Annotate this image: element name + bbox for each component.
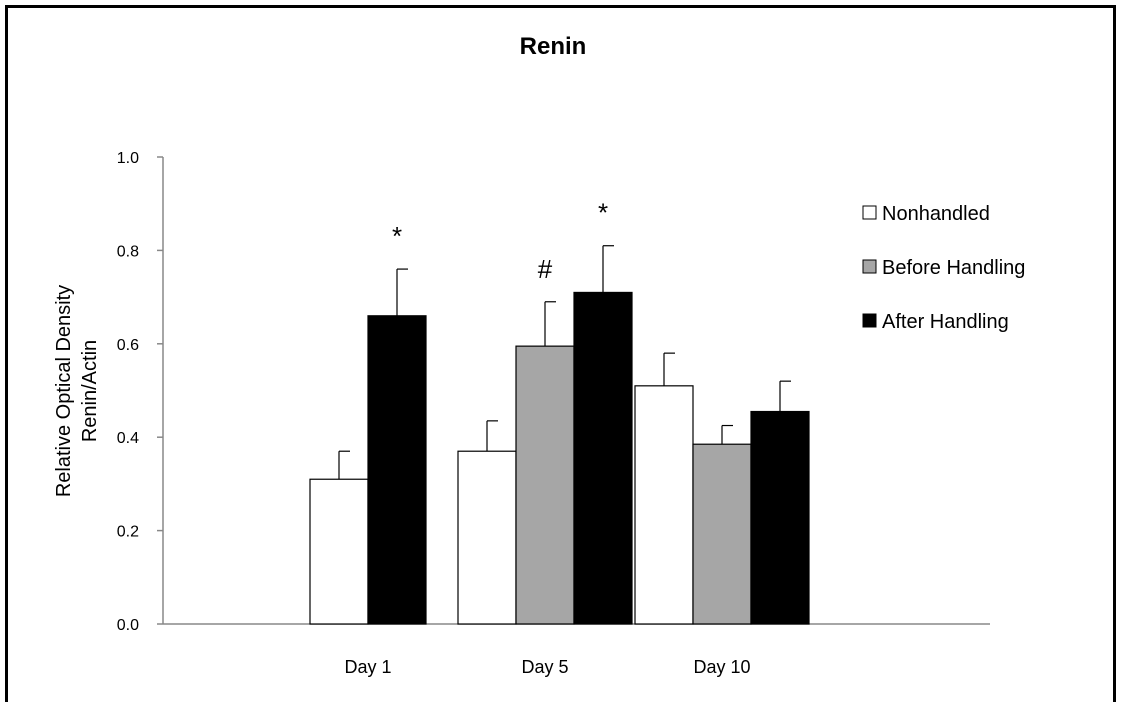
y-axis-label-line1: Relative Optical Density — [53, 285, 75, 497]
significance-marker: # — [538, 254, 553, 284]
y-axis-label-line2: Renin/Actin — [79, 340, 101, 442]
significance-marker: * — [598, 198, 608, 228]
y-tick-label: 1.0 — [117, 150, 139, 167]
legend-label: Before Handling — [882, 257, 1025, 279]
y-tick-label: 0.6 — [117, 337, 139, 354]
legend-label: After Handling — [882, 311, 1009, 333]
y-tick-label: 0.2 — [117, 524, 139, 541]
x-category-label: Day 5 — [521, 657, 568, 677]
y-tick-label: 0.8 — [117, 243, 139, 260]
legend-swatch — [862, 313, 877, 328]
bar-nonhandled-day-10 — [634, 385, 694, 625]
legend-label: Nonhandled — [882, 203, 990, 225]
bar-after-handling-day-1 — [367, 315, 427, 625]
bars-group — [309, 291, 810, 625]
bar-before-handling-day-10 — [692, 443, 752, 625]
error-bars-group — [338, 245, 791, 480]
bar-before-handling-day-5 — [515, 345, 575, 625]
legend-swatch — [862, 259, 877, 274]
x-axis-categories: Day 1 Day 5 Day 10 — [344, 657, 750, 677]
y-axis-ticks: 0.0 0.2 0.4 0.6 0.8 1.0 — [117, 150, 163, 634]
bar-nonhandled-day-1 — [309, 478, 369, 625]
y-tick-label: 0.4 — [117, 430, 139, 447]
bar-nonhandled-day-5 — [457, 450, 517, 625]
annotations-group: * # * — [392, 198, 608, 284]
x-category-label: Day 10 — [693, 657, 750, 677]
y-tick-label: 0.0 — [117, 617, 139, 634]
bar-after-handling-day-10 — [750, 410, 810, 625]
legend-swatch — [862, 205, 877, 220]
chart-title: Renin — [520, 33, 587, 60]
bar-after-handling-day-5 — [573, 291, 633, 625]
significance-marker: * — [392, 221, 402, 251]
x-category-label: Day 1 — [344, 657, 391, 677]
legend: Nonhandled Before Handling After Handling — [862, 203, 1025, 333]
